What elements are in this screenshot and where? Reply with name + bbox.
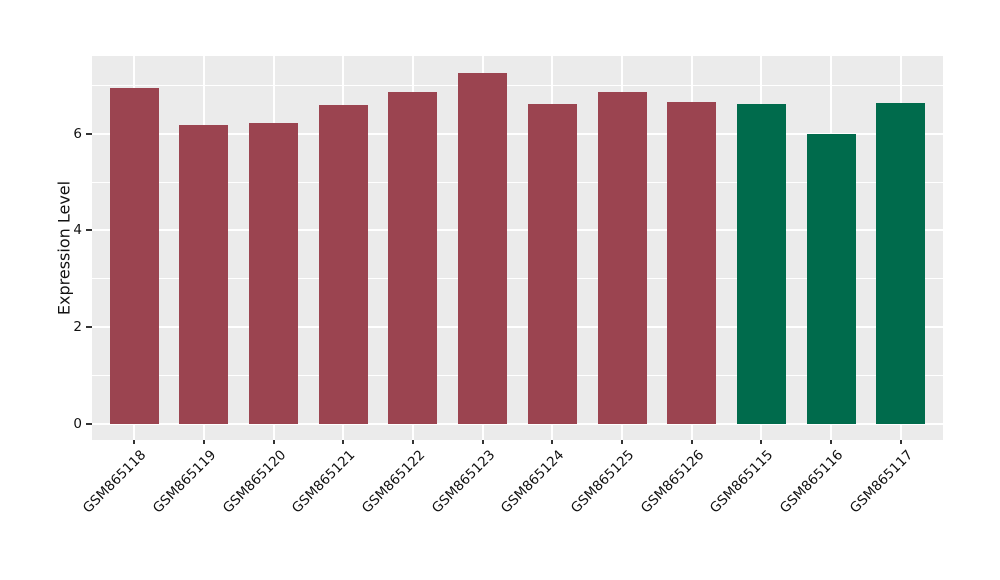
y-tick-label: 4: [73, 222, 82, 239]
x-tick-mark: [133, 440, 136, 444]
major-gridline: [92, 326, 943, 329]
bar-GSM865125: [597, 91, 647, 424]
x-tick-mark: [411, 440, 414, 444]
y-tick-label: 0: [73, 416, 82, 432]
x-tick-mark: [202, 440, 205, 444]
plot-panel: [92, 56, 943, 440]
bar-GSM865115: [736, 103, 786, 424]
x-tick-mark: [760, 440, 763, 444]
x-tick-label: GSM865122: [358, 447, 429, 517]
minor-gridline: [92, 181, 943, 183]
y-tick-mark: [86, 326, 92, 329]
x-tick-mark: [690, 440, 693, 444]
bar-GSM865119: [179, 125, 229, 424]
x-tick-mark: [621, 440, 623, 444]
x-tick-label: GSM865125: [567, 447, 638, 517]
x-tick-mark: [272, 440, 275, 444]
bar-GSM865118: [109, 87, 159, 424]
y-tick-mark: [86, 132, 92, 135]
x-tick-label: GSM865120: [219, 447, 289, 517]
minor-gridline: [92, 278, 943, 280]
x-tick-mark: [481, 440, 484, 444]
x-tick-mark: [342, 440, 345, 444]
major-gridline: [92, 132, 943, 135]
bar-GSM865120: [249, 123, 299, 424]
y-tick-label: 2: [73, 319, 82, 336]
x-tick-label: GSM865116: [776, 447, 847, 517]
bar-GSM865121: [318, 104, 368, 424]
bar-GSM865124: [527, 103, 577, 424]
y-tick-mark: [86, 229, 92, 232]
y-axis-title: Expression Level: [54, 180, 74, 316]
x-tick-label: GSM865124: [498, 447, 568, 517]
bar-GSM865117: [876, 102, 926, 424]
bar-GSM865122: [388, 92, 438, 424]
bar-GSM865123: [458, 73, 508, 424]
y-tick-label: 6: [73, 125, 82, 142]
minor-gridline: [92, 375, 943, 377]
major-gridline: [92, 423, 943, 425]
x-tick-label: GSM865119: [149, 447, 220, 517]
y-tick-mark: [86, 423, 92, 425]
x-tick-label: GSM865121: [289, 447, 359, 517]
x-tick-label: GSM865115: [707, 447, 777, 517]
x-tick-mark: [551, 440, 554, 444]
minor-gridline: [92, 84, 943, 86]
x-tick-mark: [899, 440, 902, 444]
x-tick-label: GSM865118: [80, 447, 150, 517]
x-tick-label: GSM865126: [637, 447, 707, 517]
x-tick-label: GSM865123: [428, 447, 498, 517]
major-gridline: [92, 229, 943, 232]
bar-GSM865116: [806, 133, 856, 424]
x-tick-mark: [830, 440, 833, 444]
x-tick-label: GSM865117: [846, 447, 917, 517]
bar-GSM865126: [667, 101, 717, 424]
